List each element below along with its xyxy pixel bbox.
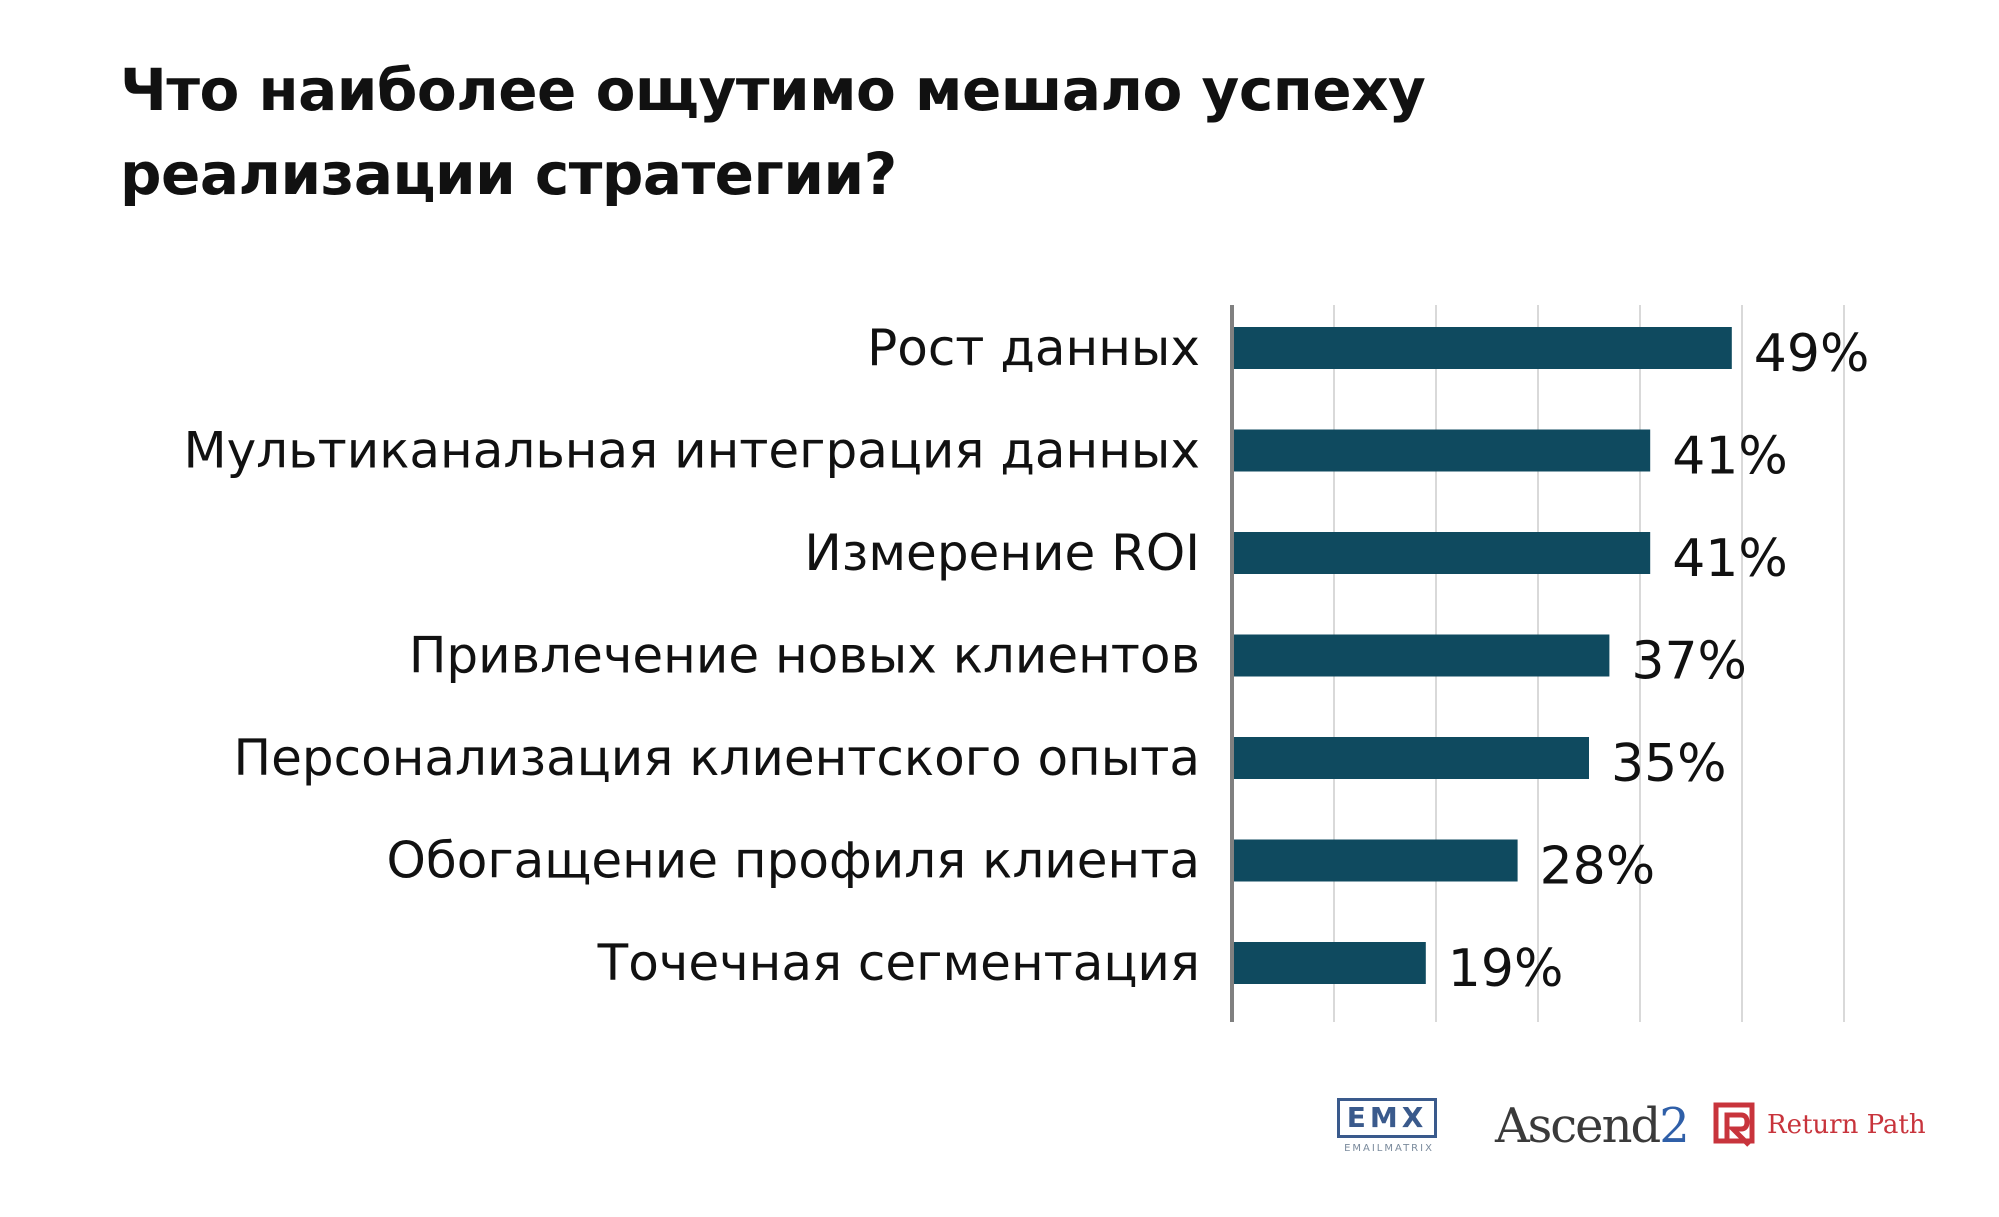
value-label-1: 49%	[1754, 324, 1870, 384]
bar-6	[1232, 839, 1518, 882]
category-label-5: Персонализация клиентского опыта	[234, 729, 1200, 787]
category-label-1: Рост данных	[867, 319, 1200, 377]
category-label-3: Измерение ROI	[804, 524, 1200, 582]
return-path-logo: Return Path	[1713, 1102, 1933, 1158]
value-label-3: 41%	[1672, 529, 1788, 589]
logos-footer: EMX EMAILMATRIX Ascend2 Return Path	[1335, 1090, 1935, 1170]
bars	[1232, 327, 1732, 984]
category-label-2: Мультиканальная интеграция данных	[183, 422, 1200, 480]
value-label-7: 19%	[1448, 939, 1564, 999]
bar-1	[1232, 327, 1732, 369]
bar-7	[1232, 942, 1426, 984]
value-label-6: 28%	[1540, 837, 1656, 897]
value-labels: 49% 41% 41% 37% 35% 28% 19%	[1448, 324, 1870, 999]
ascend2-logo: Ascend2	[1495, 1098, 1690, 1154]
bar-3	[1232, 532, 1651, 574]
emx-logo-mark: EMX	[1337, 1098, 1437, 1138]
return-path-logo-icon	[1713, 1102, 1755, 1147]
value-label-2: 41%	[1672, 427, 1788, 487]
ascend2-logo-text: Ascend	[1495, 1098, 1661, 1154]
category-label-4: Привлечение новых клиентов	[409, 627, 1200, 685]
bar-5	[1232, 737, 1589, 779]
chart-title: Что наиболее ощутимо мешало успеху реали…	[120, 56, 1426, 208]
value-label-4: 37%	[1631, 632, 1747, 692]
category-labels: Рост данных Мультиканальная интеграция да…	[183, 319, 1200, 992]
emx-logo-subtitle: EMAILMATRIX	[1344, 1143, 1434, 1154]
category-label-7: Точечная сегментация	[597, 934, 1200, 992]
bar-2	[1232, 429, 1651, 472]
value-label-5: 35%	[1611, 734, 1727, 794]
ascend2-logo-numeral: 2	[1659, 1098, 1690, 1154]
bar-4	[1232, 634, 1610, 677]
bar-chart: Рост данных Мультиканальная интеграция да…	[183, 305, 1870, 1022]
return-path-logo-text: Return Path	[1767, 1110, 1926, 1140]
category-label-6: Обогащение профиля клиента	[387, 832, 1200, 890]
emx-emailmatrix-logo: EMX EMAILMATRIX	[1335, 1098, 1445, 1164]
